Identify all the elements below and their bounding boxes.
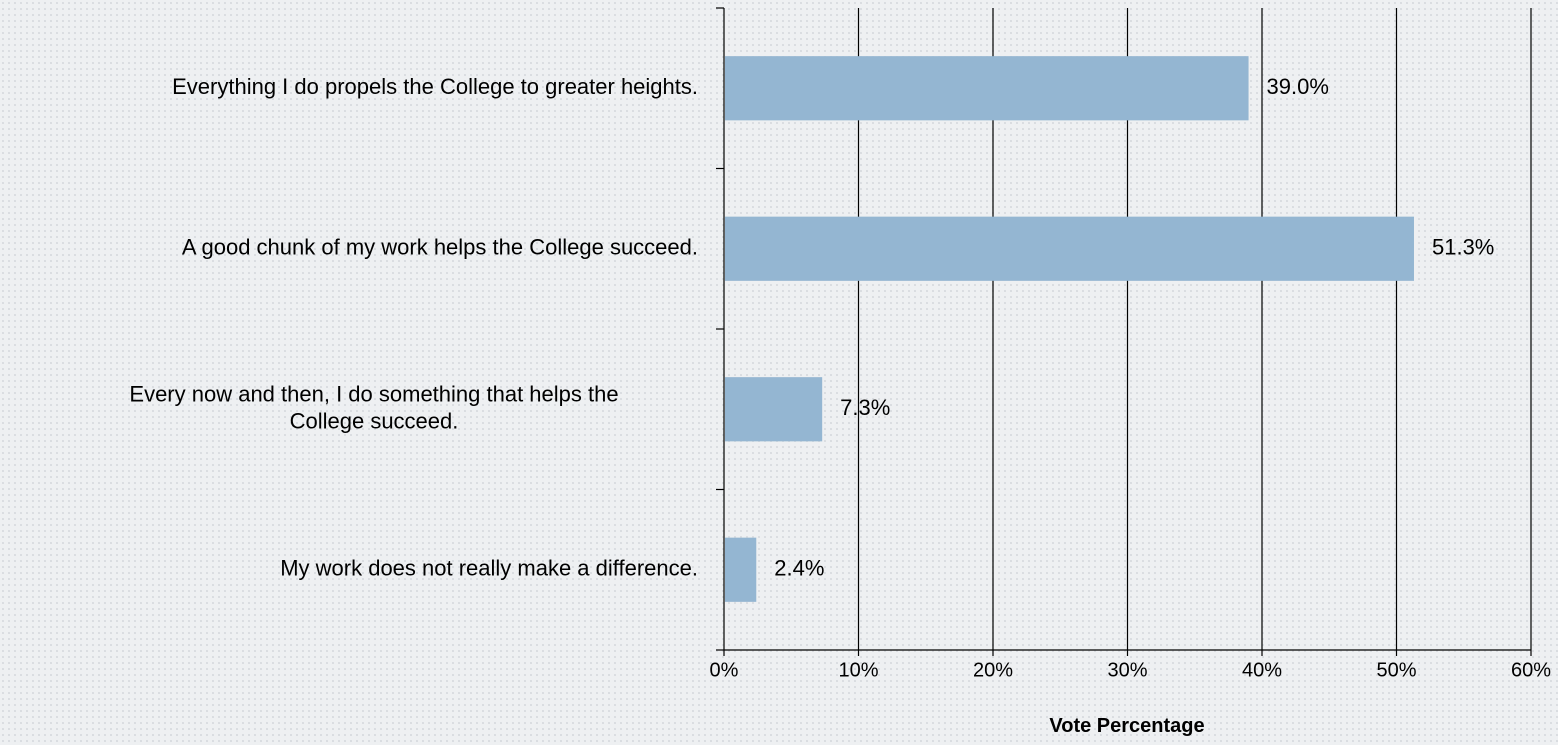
x-tick-label: 60% [1511, 659, 1551, 681]
data-label: 39.0% [1267, 74, 1329, 99]
labels: 0% 10% 20% 30% 40% 50% 60% 39.0% Everything I do… [129, 74, 1551, 681]
category-label: A good chunk of my work helps the Colleg… [182, 235, 698, 260]
data-label: 7.3% [840, 395, 890, 420]
data-label: 51.3% [1432, 235, 1494, 260]
bar [725, 377, 823, 442]
x-tick-label: 40% [1242, 659, 1282, 681]
axes [716, 7, 1532, 656]
category-label: Every now and then, I do something that … [129, 382, 618, 434]
x-tick-label: 30% [1107, 659, 1147, 681]
bar [725, 56, 1249, 121]
x-tick-label: 50% [1376, 659, 1416, 681]
category-label: Everything I do propels the College to g… [172, 74, 698, 99]
bar [725, 216, 1414, 281]
bar [725, 537, 757, 602]
x-tick-label: 0% [710, 659, 739, 681]
category-label: My work does not really make a differenc… [280, 556, 698, 581]
x-axis-title: Vote Percentage [1049, 715, 1204, 737]
bars [725, 56, 1414, 602]
data-label: 2.4% [774, 556, 824, 581]
x-tick-label: 20% [973, 659, 1013, 681]
x-tick-label: 10% [838, 659, 878, 681]
